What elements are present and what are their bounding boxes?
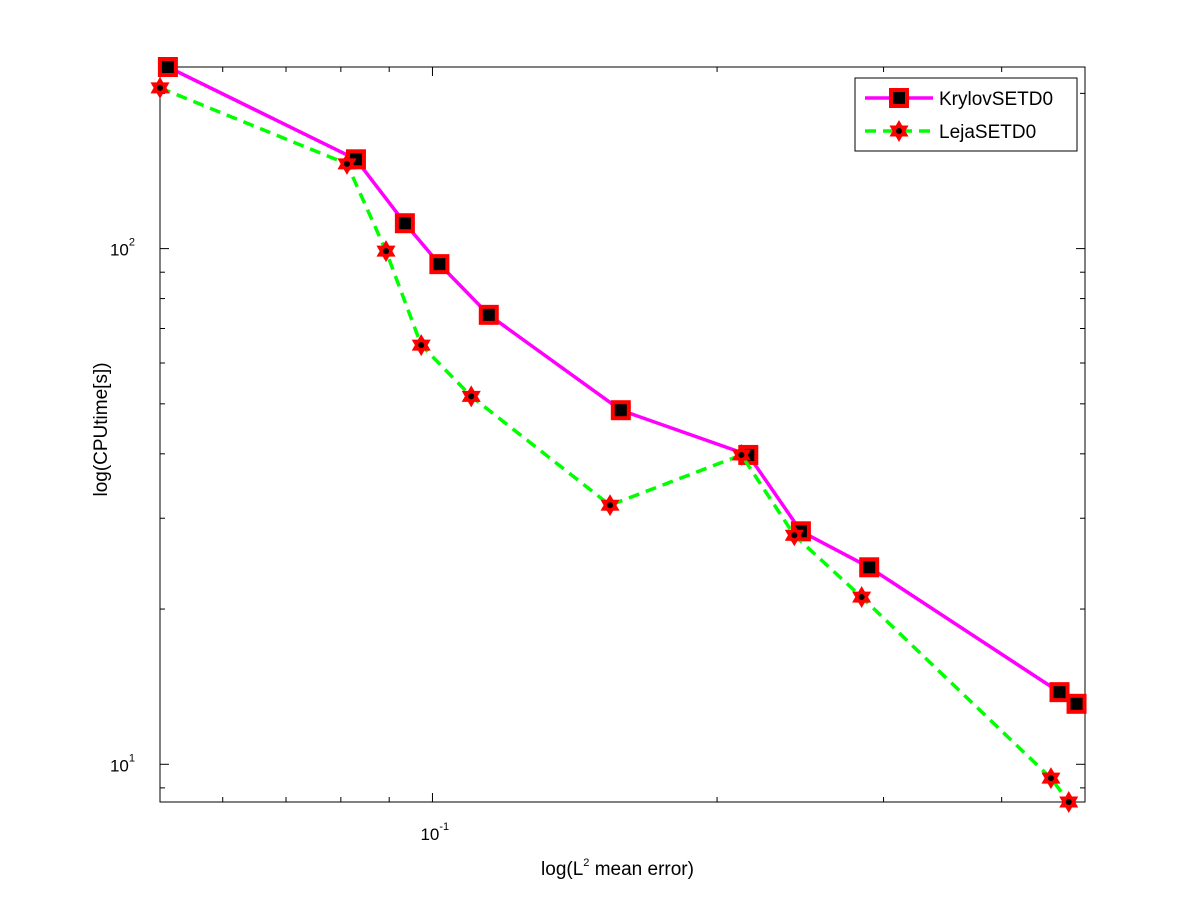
data-point-center	[738, 451, 745, 458]
x-axis-label-sup: 2	[583, 857, 589, 869]
data-point-center	[858, 594, 865, 601]
data-point-center	[1047, 775, 1054, 782]
y-tick-label: 102	[110, 237, 135, 260]
data-series	[150, 57, 1087, 813]
x-axis-label-rest: mean error)	[589, 859, 694, 880]
data-point-center	[791, 532, 798, 539]
data-point	[1066, 693, 1087, 714]
y-tick-base: 10	[110, 756, 129, 775]
y-tick-exp: 2	[129, 237, 135, 249]
data-point	[859, 557, 880, 578]
data-point-center	[343, 160, 350, 167]
legend-label: KrylovSETD0	[939, 89, 1053, 110]
x-tick-base: 10	[420, 825, 439, 844]
legend-label: LejaSETD0	[939, 122, 1036, 143]
data-point-center	[1065, 799, 1072, 805]
x-axis-label: log(L2 mean error)	[541, 857, 694, 880]
data-point	[394, 213, 415, 234]
legend-marker-center	[896, 128, 902, 134]
y-tick-label: 101	[110, 752, 135, 775]
y-axis-label: log(CPUtime[s])	[91, 362, 112, 496]
data-point-center	[468, 393, 475, 400]
data-point	[1049, 682, 1070, 703]
legend-marker	[889, 88, 909, 108]
plot-area	[159, 66, 1086, 803]
series-LejaSETD0	[150, 76, 1079, 813]
axes-box	[159, 66, 1086, 803]
data-point-center	[418, 342, 425, 349]
y-tick-base: 10	[110, 241, 129, 260]
legend-item: LejaSETD0	[865, 120, 1036, 143]
x-axis-label-text: log(L	[541, 859, 583, 880]
x-tick-exp: -1	[439, 821, 449, 833]
y-tick-exp: 1	[129, 752, 135, 764]
data-point	[610, 400, 631, 421]
data-point-center	[607, 502, 614, 509]
x-tick-label: 10-1	[420, 821, 449, 844]
data-point	[157, 57, 178, 77]
series-KrylovSETD0	[157, 57, 1087, 714]
data-point	[429, 254, 450, 275]
data-point	[478, 304, 499, 325]
data-point-center	[383, 248, 390, 255]
legend-item: KrylovSETD0	[865, 88, 1053, 110]
data-point-center	[157, 84, 163, 91]
legend: KrylovSETD0 LejaSETD0	[854, 77, 1078, 152]
